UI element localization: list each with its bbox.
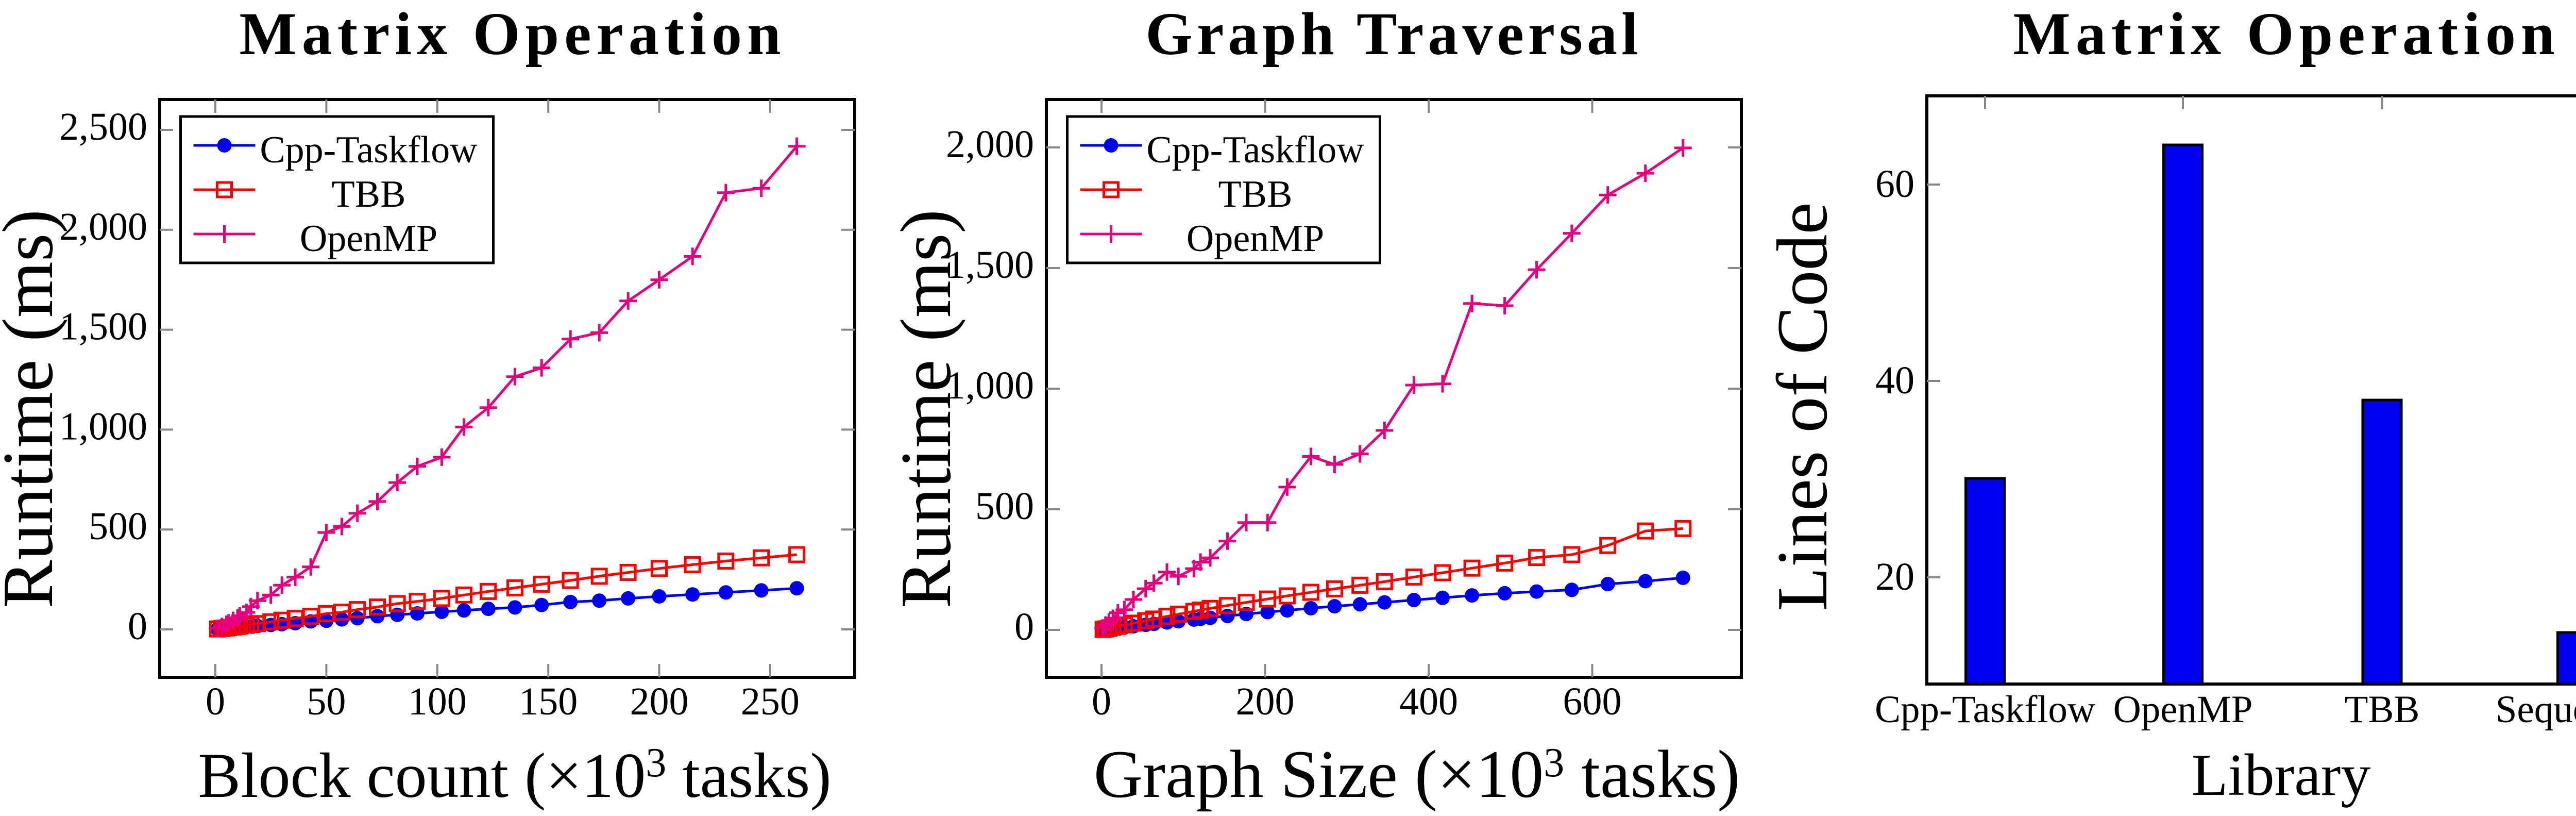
svg-text:TBB: TBB [332,173,406,215]
svg-text:Graph Traversal: Graph Traversal [1145,0,1642,68]
svg-text:500: 500 [89,505,147,548]
svg-text:400: 400 [1399,680,1458,723]
svg-text:2,500: 2,500 [59,105,147,148]
svg-text:40: 40 [1875,359,1914,402]
svg-text:Matrix Operation: Matrix Operation [239,0,786,68]
svg-text:0: 0 [1014,605,1034,648]
svg-text:Matrix Operation: Matrix Operation [2013,0,2560,68]
svg-text:20: 20 [1875,555,1914,598]
svg-text:1,500: 1,500 [946,243,1034,287]
svg-text:Cpp-Taskflow: Cpp-Taskflow [260,129,478,171]
svg-text:200: 200 [1236,680,1295,723]
svg-text:2,000: 2,000 [946,123,1034,166]
svg-text:500: 500 [975,485,1034,528]
svg-text:Runtime (ms): Runtime (ms) [886,209,966,608]
svg-text:2,000: 2,000 [59,205,147,248]
svg-text:TBB: TBB [1218,173,1293,215]
svg-text:200: 200 [630,680,689,723]
svg-text:Cpp-Taskflow: Cpp-Taskflow [1146,129,1364,171]
svg-text:1,500: 1,500 [59,305,147,348]
svg-text:Library: Library [2192,742,2371,808]
svg-text:OpenMP: OpenMP [2113,688,2253,731]
svg-text:Block count (×103 tasks): Block count (×103 tasks) [198,740,831,811]
svg-text:OpenMP: OpenMP [1187,218,1324,260]
svg-text:150: 150 [519,680,578,723]
svg-text:250: 250 [741,680,800,723]
svg-text:0: 0 [1092,680,1111,723]
svg-text:1,000: 1,000 [59,405,147,448]
svg-text:1,000: 1,000 [946,364,1034,407]
svg-text:600: 600 [1563,680,1622,723]
svg-text:Lines of Code: Lines of Code [1762,202,1842,611]
svg-text:Graph Size (×103 tasks): Graph Size (×103 tasks) [1094,736,1740,812]
svg-text:60: 60 [1875,162,1914,206]
svg-text:TBB: TBB [2345,688,2420,731]
svg-text:100: 100 [408,680,467,723]
svg-text:0: 0 [206,680,225,723]
svg-text:50: 50 [307,680,346,723]
svg-text:OpenMP: OpenMP [300,218,437,260]
svg-text:Sequential: Sequential [2496,688,2576,731]
svg-text:Cpp-Taskflow: Cpp-Taskflow [1875,688,2095,731]
svg-text:0: 0 [128,605,147,648]
svg-text:Runtime (ms): Runtime (ms) [0,209,68,608]
